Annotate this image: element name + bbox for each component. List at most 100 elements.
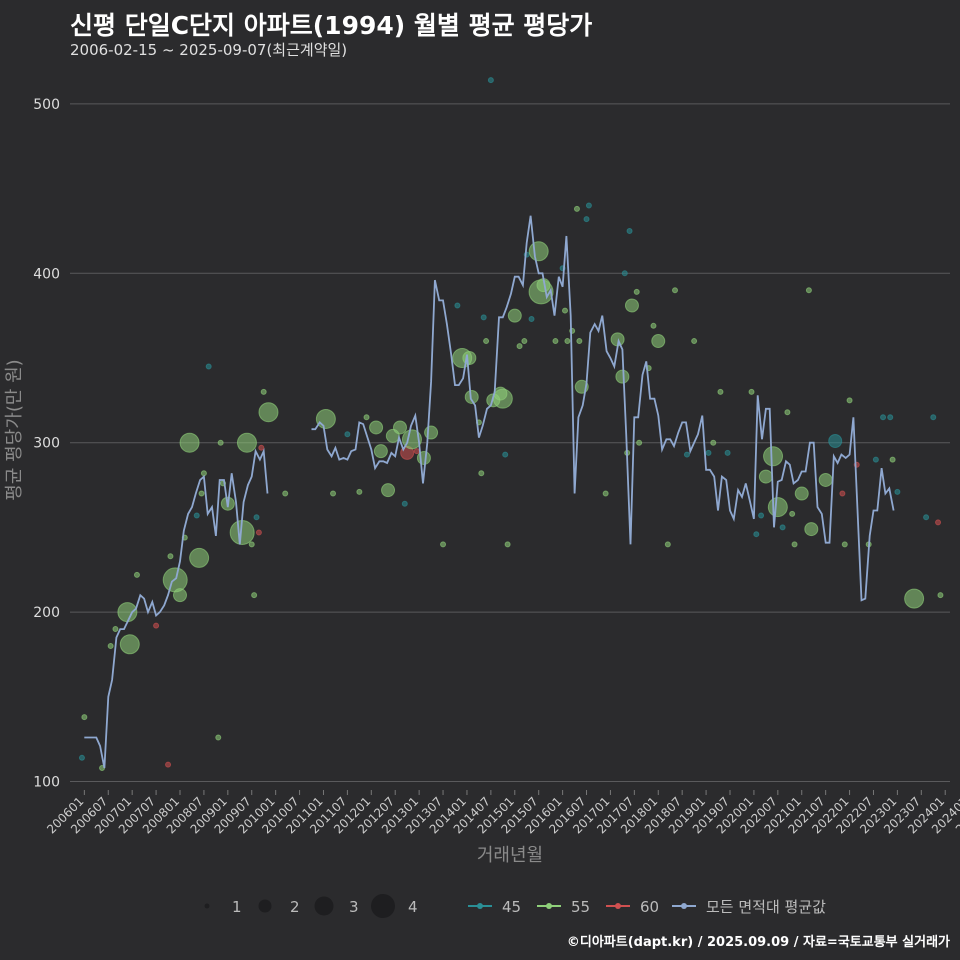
data-point-45 xyxy=(344,431,351,438)
data-point-55 xyxy=(521,338,528,345)
size-legend-marker xyxy=(314,896,334,916)
data-point-55 xyxy=(373,444,388,459)
data-point-45 xyxy=(193,512,200,519)
data-point-45 xyxy=(683,451,690,458)
data-point-45 xyxy=(401,500,408,507)
legend-marker-45 xyxy=(477,903,483,909)
data-point-55 xyxy=(841,541,848,548)
legend-marker-avg xyxy=(681,903,687,909)
data-point-55 xyxy=(672,287,678,294)
legend-marker-55 xyxy=(546,903,552,909)
data-point-60 xyxy=(153,622,160,629)
data-point-45 xyxy=(724,449,731,456)
data-point-45 xyxy=(758,512,765,519)
data-point-45 xyxy=(828,434,843,449)
data-point-55 xyxy=(763,446,784,467)
data-point-45 xyxy=(78,754,85,761)
data-point-55 xyxy=(260,388,267,395)
data-point-55 xyxy=(789,510,796,517)
data-point-55 xyxy=(846,397,853,404)
data-point-55 xyxy=(424,425,439,440)
data-point-55 xyxy=(691,338,698,345)
y-tick-label: 100 xyxy=(33,775,60,791)
data-point-55 xyxy=(112,626,119,633)
data-point-55 xyxy=(356,488,363,495)
source-footer: ©디아파트(dapt.kr) / 2025.09.09 / 자료=국토교통부 실… xyxy=(566,935,950,950)
data-point-55 xyxy=(717,388,724,395)
data-point-60 xyxy=(935,519,942,526)
data-point-45 xyxy=(583,216,590,223)
data-point-55 xyxy=(748,388,755,395)
legend-label-avg: 모든 면적대 평균값 xyxy=(706,898,826,916)
data-point-55 xyxy=(710,439,717,446)
data-point-55 xyxy=(440,541,447,548)
data-point-55 xyxy=(173,588,187,603)
data-point-45 xyxy=(930,414,937,421)
data-point-55 xyxy=(791,541,798,548)
data-point-55 xyxy=(552,338,559,345)
data-point-55 xyxy=(189,547,210,568)
data-point-55 xyxy=(758,469,773,484)
size-legend-label: 1 xyxy=(232,898,242,916)
legend-label-45: 45 xyxy=(502,898,521,916)
y-axis-label: 평균 평당가(만 원) xyxy=(4,359,25,500)
data-point-55 xyxy=(818,472,833,487)
data-point-55 xyxy=(562,307,568,314)
data-point-45 xyxy=(205,363,212,370)
data-point-55 xyxy=(217,439,224,446)
y-tick-label: 300 xyxy=(33,436,60,452)
data-point-55 xyxy=(651,334,666,349)
legend-label-60: 60 xyxy=(640,898,659,916)
data-point-55 xyxy=(464,389,479,404)
data-point-55 xyxy=(805,287,812,294)
data-point-45 xyxy=(887,414,894,421)
data-point-55 xyxy=(767,497,788,518)
data-point-55 xyxy=(198,490,205,497)
data-point-55 xyxy=(363,414,370,421)
data-point-55 xyxy=(602,490,609,497)
data-point-55 xyxy=(516,343,523,350)
size-legend-label: 3 xyxy=(349,898,359,916)
data-point-55 xyxy=(81,714,88,721)
data-point-55 xyxy=(633,288,640,295)
data-point-55 xyxy=(564,338,571,345)
data-point-55 xyxy=(483,338,490,345)
data-point-55 xyxy=(615,369,630,384)
data-point-45 xyxy=(487,77,494,84)
data-point-45 xyxy=(880,414,887,421)
legend-marker-60 xyxy=(615,903,621,909)
data-point-55 xyxy=(107,643,114,649)
data-point-45 xyxy=(621,270,628,277)
data-point-60 xyxy=(165,761,172,768)
y-tick-label: 500 xyxy=(33,97,60,113)
legend-label-55: 55 xyxy=(571,898,590,916)
data-point-55 xyxy=(636,439,643,446)
data-point-55 xyxy=(492,388,513,409)
data-point-55 xyxy=(315,408,336,429)
data-point-45 xyxy=(705,449,712,456)
data-point-55 xyxy=(251,592,258,599)
data-point-55 xyxy=(664,541,671,548)
data-point-55 xyxy=(369,420,384,435)
data-point-55 xyxy=(804,522,819,537)
y-tick-label: 200 xyxy=(33,605,60,621)
x-axis-label: 거래년월 xyxy=(477,845,543,866)
size-legend-marker xyxy=(371,894,395,918)
data-point-60 xyxy=(258,444,265,451)
data-point-60 xyxy=(255,529,262,536)
data-point-55 xyxy=(258,402,279,423)
average-line xyxy=(84,447,269,769)
data-point-55 xyxy=(573,205,580,212)
data-point-55 xyxy=(117,602,138,623)
data-point-45 xyxy=(779,524,786,531)
data-point-55 xyxy=(889,456,896,463)
size-legend-label: 4 xyxy=(408,898,418,916)
data-point-55 xyxy=(650,322,657,329)
chart-title: 신평 단일C단지 아파트(1994) 월별 평균 평당가 xyxy=(70,11,593,40)
data-point-45 xyxy=(923,514,930,521)
data-point-45 xyxy=(502,451,509,458)
data-point-55 xyxy=(624,298,639,313)
data-point-45 xyxy=(253,514,260,521)
data-point-55 xyxy=(179,432,200,453)
data-point-45 xyxy=(480,314,487,321)
